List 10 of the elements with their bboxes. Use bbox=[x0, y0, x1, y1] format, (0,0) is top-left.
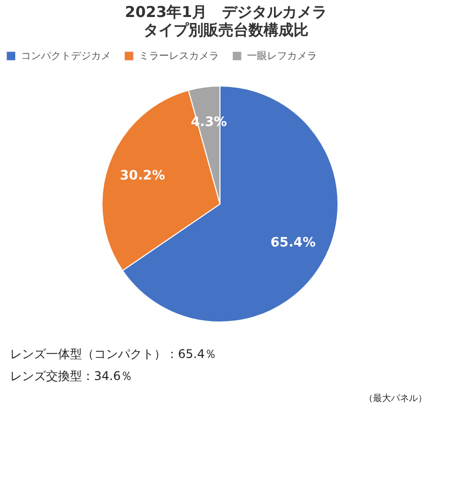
text: （最大パネル） bbox=[364, 393, 427, 404]
data-label: 65.4% bbox=[270, 236, 316, 251]
legend-label: 一眼レフカメラ bbox=[247, 51, 317, 62]
text: レンズ一体型（コンパクト）：65.4％ bbox=[10, 347, 217, 361]
chart-subtitle: タイプ別販売台数構成比 bbox=[144, 21, 308, 39]
data-label: 30.2% bbox=[120, 168, 165, 184]
legend-label: ミラーレスカメラ bbox=[139, 51, 219, 62]
chart-title: 2023年1月 デジタルカメラ bbox=[124, 3, 328, 21]
legend-label: コンパクトデジカメ bbox=[21, 51, 111, 62]
text: レンズ交換型：34.6％ bbox=[10, 369, 133, 383]
